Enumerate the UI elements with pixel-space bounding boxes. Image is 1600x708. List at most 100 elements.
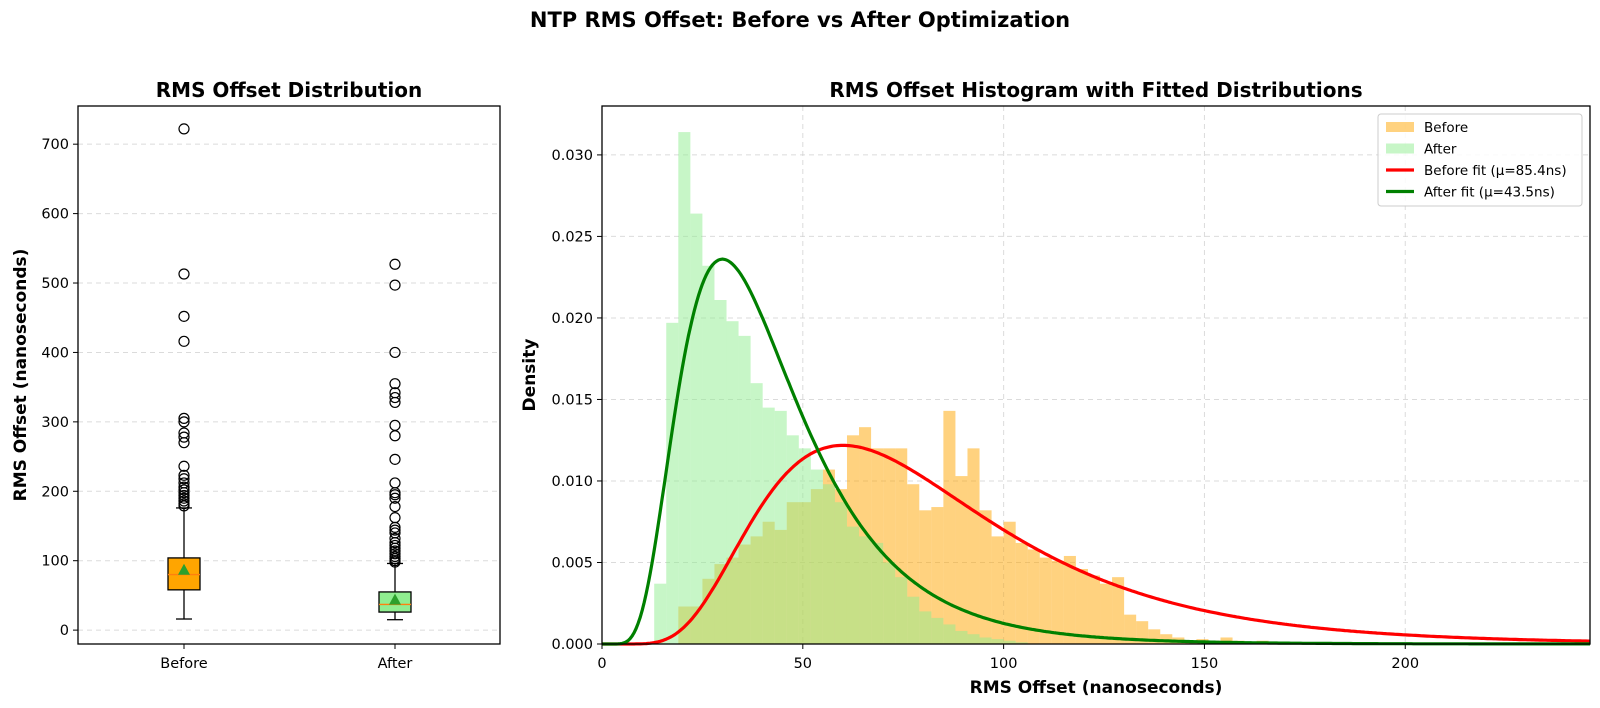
box-outlier-point bbox=[178, 335, 190, 347]
histogram-bars bbox=[654, 132, 1281, 645]
histogram-bar-before bbox=[1220, 637, 1233, 644]
box-outlier-point bbox=[389, 521, 401, 533]
boxplot-y-tick-label: 0 bbox=[60, 623, 69, 639]
legend-swatch-before bbox=[1386, 122, 1414, 132]
box-outlier-point bbox=[389, 556, 401, 568]
histogram-bar-after bbox=[919, 611, 932, 644]
histogram-bar-before bbox=[1100, 583, 1113, 644]
box-outlier-point bbox=[389, 391, 401, 404]
boxplot-y-tick-label: 300 bbox=[41, 415, 69, 431]
box-outlier-point bbox=[178, 123, 190, 135]
box-outlier-point bbox=[389, 524, 401, 536]
histogram-bar-after bbox=[666, 322, 679, 644]
boxplot-grid bbox=[78, 143, 500, 631]
box-outlier-point bbox=[389, 258, 401, 270]
histogram-bar-before bbox=[1112, 577, 1125, 644]
histogram-title: RMS Offset Histogram with Fitted Distrib… bbox=[829, 78, 1362, 102]
histogram-bar-before bbox=[931, 507, 944, 644]
histogram-bar-after bbox=[654, 583, 667, 644]
box-outlier-point bbox=[389, 430, 401, 442]
histogram-bar-after bbox=[810, 469, 823, 644]
boxplot-x-tick-label: Before bbox=[160, 656, 207, 672]
histogram-bar-before bbox=[1124, 614, 1137, 644]
histogram-bar-after bbox=[859, 536, 872, 644]
legend-box bbox=[1377, 113, 1583, 207]
histogram-bar-after bbox=[1015, 642, 1028, 644]
histogram-bar-after bbox=[943, 624, 956, 644]
histogram-bar-before bbox=[1075, 569, 1088, 644]
box-outlier-point bbox=[178, 268, 190, 280]
histogram-bar-before bbox=[955, 476, 968, 644]
histogram-bar-before bbox=[1160, 634, 1173, 644]
histogram-bar-after bbox=[738, 335, 751, 644]
histogram-y-tick-label: 0.020 bbox=[551, 311, 593, 327]
legend-label: Before fit (μ=85.4ns) bbox=[1424, 163, 1567, 179]
histogram-bar-after bbox=[726, 321, 739, 644]
box-outlier-point bbox=[178, 412, 190, 424]
box-outlier-point bbox=[389, 539, 401, 552]
box-outlier-point bbox=[389, 477, 401, 489]
figure-title: NTP RMS Offset: Before vs After Optimiza… bbox=[529, 8, 1071, 32]
histogram-bar-before bbox=[1087, 575, 1101, 644]
histogram-x-axis-label: RMS Offset (nanoseconds) bbox=[970, 678, 1223, 698]
box-outlier-point bbox=[389, 512, 401, 524]
histogram-bar-after bbox=[678, 132, 691, 645]
box-outlier-point bbox=[389, 346, 401, 359]
box-outlier-point bbox=[389, 489, 401, 501]
box-outlier-point bbox=[389, 548, 401, 560]
histogram-bar-after bbox=[895, 577, 908, 644]
boxplot-y-tick-label: 100 bbox=[41, 554, 69, 570]
histogram-bar-before bbox=[1003, 521, 1016, 644]
histogram-bar-before bbox=[1039, 557, 1052, 644]
histogram-bar-before bbox=[991, 536, 1004, 644]
fit-curve-before bbox=[602, 443, 1590, 646]
histogram-panel: RMS Offset Histogram with Fitted Distrib… bbox=[520, 78, 1591, 698]
histogram-bar-after bbox=[931, 617, 944, 644]
box-outlier-point bbox=[178, 487, 190, 499]
histogram-bar-after bbox=[774, 410, 787, 644]
box-outlier-point bbox=[178, 500, 190, 512]
histogram-x-tick-label: 0 bbox=[597, 656, 606, 672]
histogram-bar-after bbox=[714, 300, 727, 644]
histogram-bar-after bbox=[883, 562, 896, 644]
box-outlier-point bbox=[389, 537, 401, 549]
box-outlier-point bbox=[178, 484, 190, 496]
box-outlier-point bbox=[389, 453, 401, 465]
boxplot-boxes bbox=[167, 123, 412, 621]
box-outlier-point bbox=[178, 437, 190, 449]
histogram-bar-after bbox=[991, 639, 1004, 644]
histogram-y-tick-label: 0.005 bbox=[551, 555, 593, 571]
boxplot-y-tick-label: 200 bbox=[41, 484, 69, 500]
histogram-bar-after bbox=[834, 502, 847, 644]
histogram-legend: Before After Before fit (μ=85.4ns) After fi… bbox=[1377, 113, 1583, 207]
boxplot-y-tick-label: 600 bbox=[41, 207, 69, 223]
histogram-frame bbox=[601, 105, 1591, 645]
histogram-bar-after bbox=[907, 596, 920, 644]
histogram-bar-after bbox=[798, 448, 811, 644]
histogram-x-tick-label: 50 bbox=[794, 656, 812, 672]
histogram-y-ticks: 0.000 0.005 0.010 0.015 0.020 0.025 0.030 bbox=[551, 148, 602, 653]
box-outlier-point bbox=[178, 431, 190, 443]
legend-label: After bbox=[1424, 142, 1457, 158]
box-outlier-point bbox=[178, 495, 190, 507]
boxplot-title: RMS Offset Distribution bbox=[156, 78, 422, 102]
boxplot-y-axis-label: RMS Offset (nanoseconds) bbox=[11, 249, 31, 502]
legend-label: After fit (μ=43.5ns) bbox=[1424, 185, 1555, 201]
histogram-bar-before bbox=[967, 448, 980, 644]
box-outlier-point bbox=[178, 310, 190, 322]
box-outlier-point bbox=[178, 460, 190, 472]
histogram-bar-before bbox=[1051, 560, 1064, 644]
histogram-bar-before bbox=[1063, 555, 1076, 644]
box-outlier-point bbox=[389, 279, 401, 291]
box-outlier-point bbox=[178, 416, 190, 428]
histogram-y-tick-label: 0.000 bbox=[551, 637, 593, 653]
histogram-x-ticks: 0 50 100 150 200 bbox=[597, 644, 1419, 672]
histogram-bar-after bbox=[979, 637, 992, 644]
boxplot-frame bbox=[77, 105, 501, 645]
histogram-x-tick-label: 150 bbox=[1191, 656, 1219, 672]
box-outlier-point bbox=[389, 378, 401, 390]
box-outlier-point bbox=[389, 500, 401, 513]
histogram-x-tick-label: 200 bbox=[1391, 656, 1419, 672]
histogram-bar-after bbox=[955, 630, 968, 644]
